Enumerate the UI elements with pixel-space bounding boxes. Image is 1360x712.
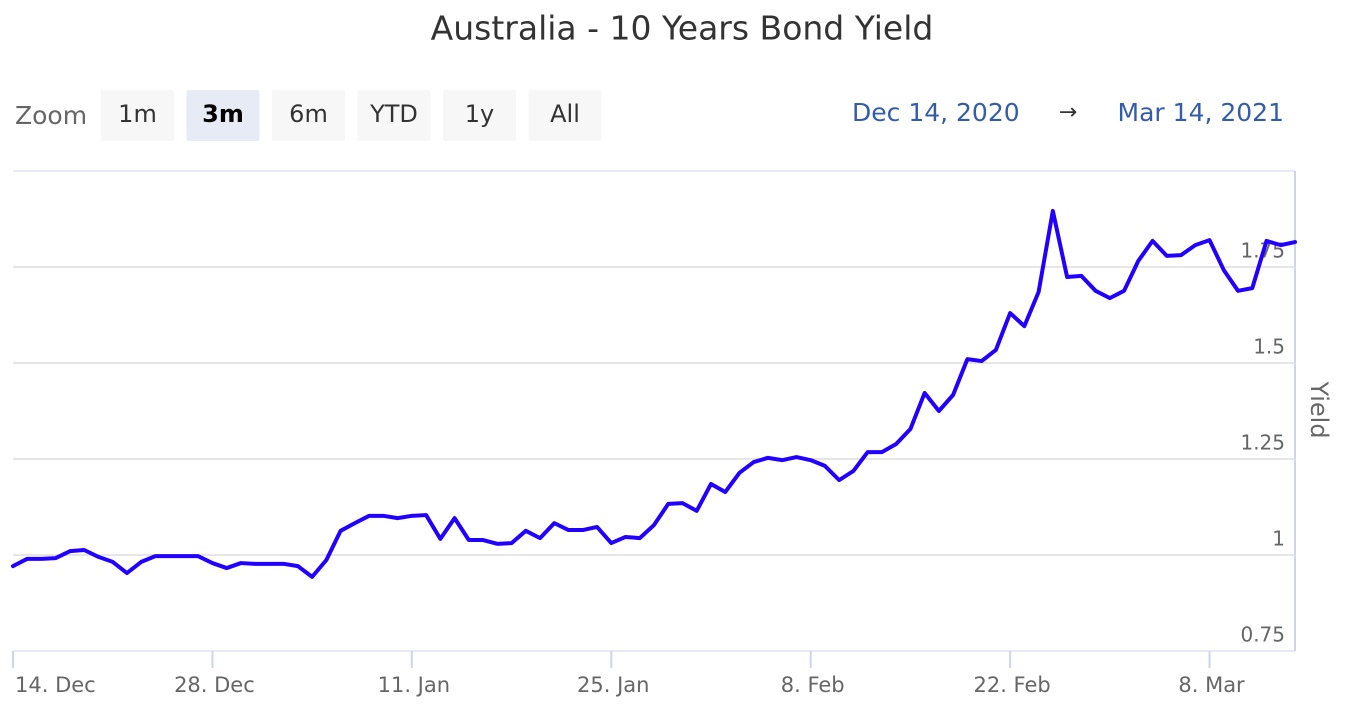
y-tick-label: 1.25	[1240, 431, 1285, 455]
chart-title: Australia - 10 Years Bond Yield	[431, 9, 934, 48]
zoom-button[interactable]	[443, 90, 516, 141]
zoom-label: Zoom	[15, 101, 87, 130]
x-tick-label: 14. Dec	[15, 673, 96, 697]
zoom-button[interactable]	[528, 90, 602, 141]
zoom-button-label[interactable]: 1m	[118, 100, 157, 128]
y-tick-label: 1	[1272, 527, 1285, 551]
range-from[interactable]: Dec 14, 2020	[852, 98, 1020, 127]
zoom-button[interactable]	[186, 90, 260, 141]
zoom-button[interactable]	[101, 90, 174, 141]
x-tick-label: 8. Mar	[1178, 673, 1245, 697]
y-tick-label: 0.75	[1240, 623, 1285, 647]
zoom-button[interactable]	[357, 90, 431, 141]
x-tick-label: 8. Feb	[781, 673, 845, 697]
x-tick-label: 25. Jan	[577, 673, 649, 697]
zoom-button-label[interactable]: 1y	[465, 100, 494, 128]
zoom-button[interactable]	[272, 90, 345, 141]
range-to[interactable]: Mar 14, 2021	[1118, 98, 1284, 127]
range-arrow: →	[1059, 100, 1077, 125]
x-tick-label: 28. Dec	[174, 673, 255, 697]
zoom-button-label[interactable]: YTD	[369, 100, 418, 128]
yield-line	[11, 208, 1297, 579]
zoom-button-label[interactable]: All	[550, 100, 580, 128]
y-tick-label: 1.5	[1253, 335, 1285, 359]
x-tick-label: 11. Jan	[378, 673, 450, 697]
x-tick-label: 22. Feb	[973, 673, 1050, 697]
y-axis-title: Yield	[1305, 380, 1333, 438]
zoom-button-label[interactable]: 3m	[202, 100, 244, 128]
zoom-button-label[interactable]: 6m	[289, 100, 328, 128]
